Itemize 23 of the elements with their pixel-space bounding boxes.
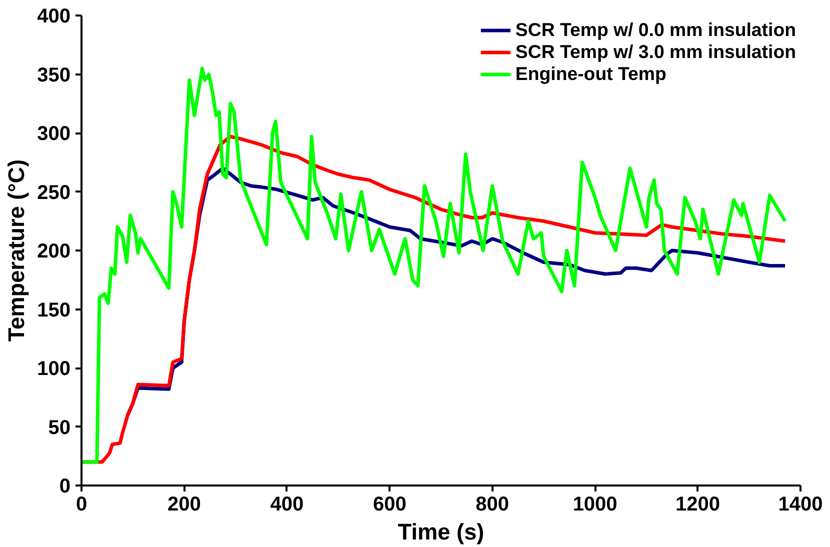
y-tick-label: 150 — [37, 299, 71, 322]
y-tick-label: 100 — [37, 358, 71, 380]
x-tick-label: 600 — [372, 494, 406, 516]
y-axis-title: Temperature (°C) — [3, 159, 30, 342]
y-tick-label: 50 — [48, 416, 71, 439]
x-tick-label: 1400 — [778, 494, 823, 516]
y-tick-label: 250 — [37, 182, 71, 204]
x-tick-label: 400 — [270, 494, 304, 516]
legend-label: Engine-out Temp — [515, 63, 666, 85]
y-tick-label: 300 — [37, 123, 71, 145]
y-tick-label: 200 — [37, 240, 71, 262]
line-series — [82, 66, 787, 464]
x-tick-label: 0 — [76, 494, 88, 516]
x-tick-label: 1200 — [676, 494, 720, 516]
x-tick-label: 1000 — [572, 494, 618, 516]
legend-label: SCR Temp w/ 0.0 mm insulation — [515, 19, 796, 41]
y-tick-label: 400 — [37, 6, 71, 28]
y-tick-label: 0 — [59, 476, 70, 498]
y-tick-label: 350 — [37, 64, 71, 86]
x-tick-label: 200 — [168, 494, 201, 516]
x-tick-label: 800 — [476, 494, 510, 516]
x-axis-title: Time (s) — [398, 518, 484, 544]
legend-label: SCR Temp w/ 3.0 mm insulation — [515, 41, 796, 63]
